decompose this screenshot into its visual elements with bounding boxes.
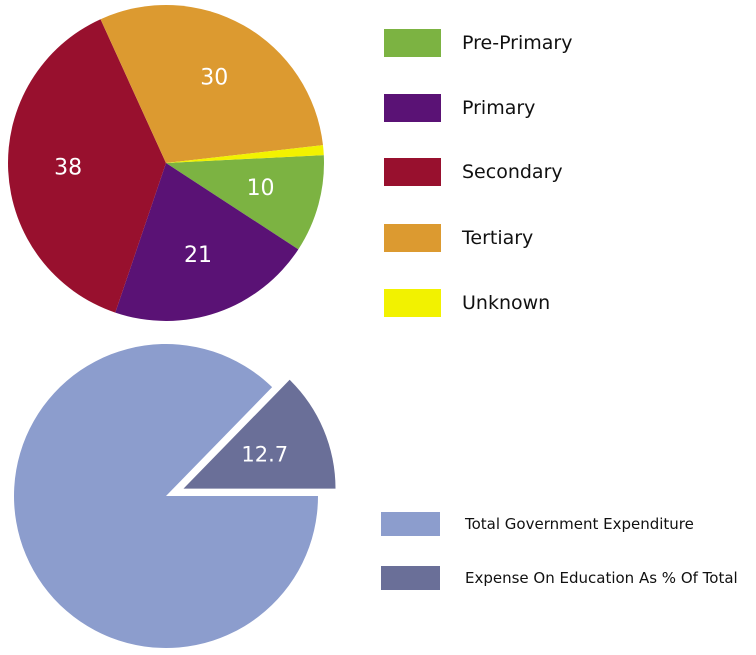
legend-label-secondary: Secondary [462, 161, 563, 183]
data-label-expense-on-education-as-of-total: 12.7 [241, 442, 288, 466]
data-label-secondary: 38 [54, 155, 82, 180]
legend-label-primary: Primary [462, 97, 536, 119]
data-label-primary: 21 [184, 243, 212, 268]
legend-item-total-government-expenditure: Total Government Expenditure [381, 512, 694, 536]
pie-slice-secondary [7, 19, 166, 313]
data-label-tertiary: 30 [200, 65, 228, 90]
pie-slice-expense-on-education-as-of-total [183, 379, 336, 489]
legend-swatch-total-government-expenditure [381, 512, 440, 536]
legend-swatch-unknown [384, 289, 441, 317]
legend-label-tertiary: Tertiary [462, 227, 534, 249]
data-label-pre-primary: 10 [247, 176, 275, 201]
legend-label-pre-primary: Pre-Primary [462, 32, 573, 54]
legend-label-total-government-expenditure: Total Government Expenditure [465, 515, 694, 533]
legend-item-tertiary: Tertiary [384, 224, 533, 252]
education-level-pie: 10 21 38 30 [7, 4, 324, 322]
pie-slice-tertiary [100, 4, 323, 163]
legend-item-pre-primary: Pre-Primary [384, 29, 572, 57]
pie-slice-unknown [166, 145, 324, 163]
government-expenditure-pie: 12.7 [14, 344, 336, 648]
legend-swatch-education-expense [381, 566, 440, 590]
legend-swatch-primary [384, 94, 441, 122]
pie-slice-primary [115, 163, 299, 322]
legend-swatch-tertiary [384, 224, 441, 252]
legend-item-education-expense: Expense On Education As % Of Total [381, 566, 738, 590]
legend-swatch-secondary [384, 158, 441, 186]
legend-item-unknown: Unknown [384, 289, 550, 317]
legend-label-education-expense: Expense On Education As % Of Total [465, 569, 738, 587]
pie-slice-pre-primary [166, 155, 324, 250]
legend-swatch-pre-primary [384, 29, 441, 57]
legend-item-secondary: Secondary [384, 158, 563, 186]
legend-label-unknown: Unknown [462, 292, 551, 314]
pie-slice-total-government-expenditure [14, 344, 318, 648]
legend-item-primary: Primary [384, 94, 535, 122]
